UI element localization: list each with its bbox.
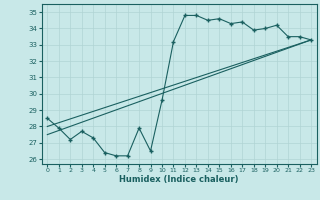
X-axis label: Humidex (Indice chaleur): Humidex (Indice chaleur) (119, 175, 239, 184)
